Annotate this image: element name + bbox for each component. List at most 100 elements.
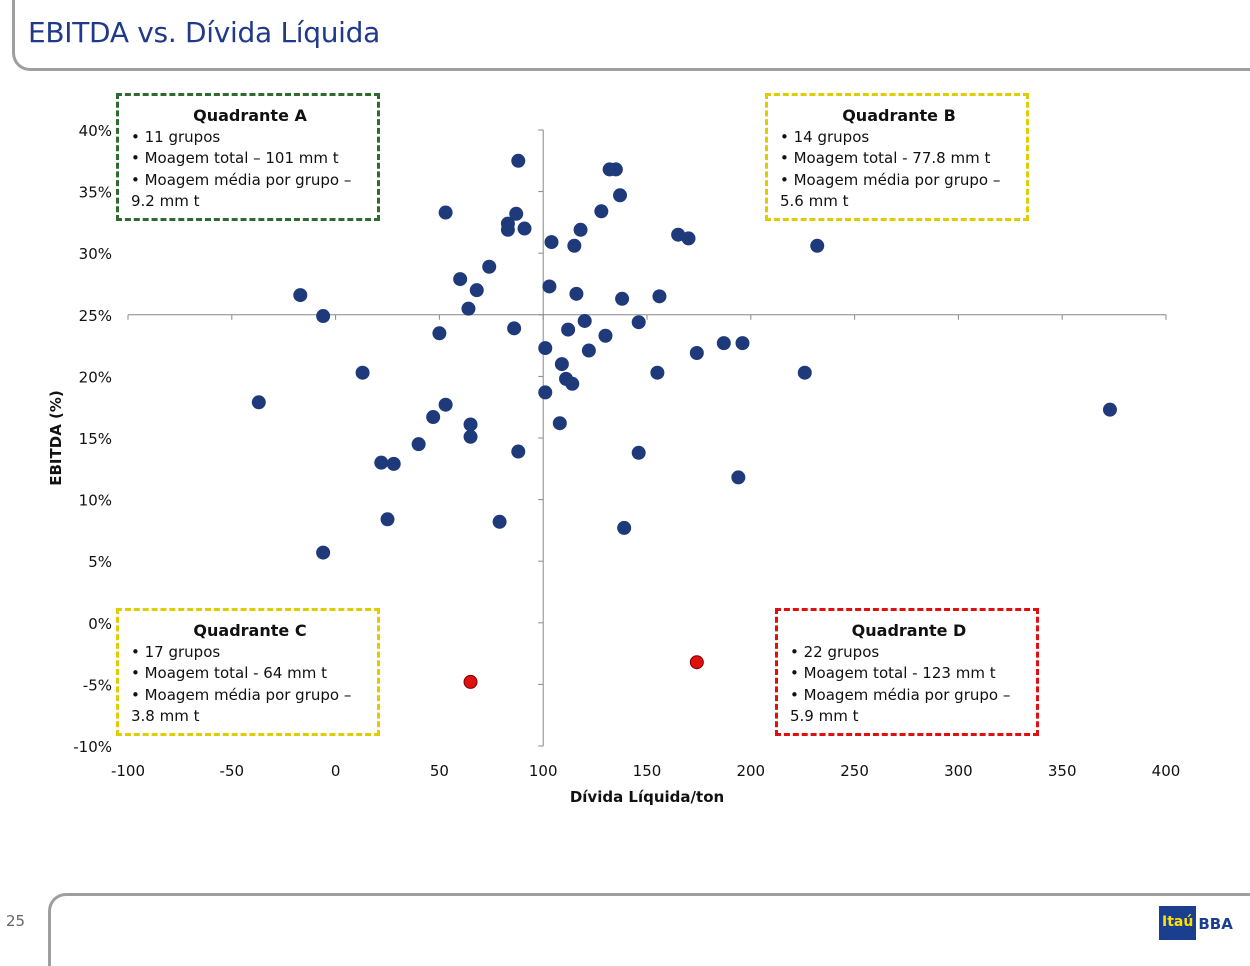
data-point — [569, 286, 584, 301]
data-point — [1102, 402, 1117, 417]
data-point — [411, 437, 426, 452]
data-point — [509, 206, 524, 221]
quadrant-line: • Moagem total – 101 mm t — [131, 149, 339, 167]
data-point — [573, 222, 588, 237]
quadrant-line: • Moagem média por grupo – — [780, 170, 1001, 189]
page-number: 25 — [6, 912, 26, 930]
data-point — [511, 153, 526, 168]
data-point — [438, 205, 453, 220]
data-point — [432, 326, 447, 341]
quadrant-line: • 22 grupos — [790, 642, 880, 661]
quadrant-title: Quadrante D — [851, 621, 967, 640]
y-tick-label: 20% — [79, 368, 112, 386]
data-point — [797, 365, 812, 380]
data-point — [613, 188, 628, 203]
quadrant-line: • Moagem média por grupo – — [790, 685, 1011, 704]
data-point — [567, 238, 582, 253]
data-point — [461, 301, 476, 316]
data-point — [453, 272, 468, 287]
data-point — [386, 456, 401, 471]
data-point — [631, 315, 646, 330]
x-tick-label: 300 — [944, 762, 973, 780]
data-point — [617, 520, 632, 535]
data-point — [652, 289, 667, 304]
data-point — [552, 416, 567, 431]
data-point — [482, 259, 497, 274]
data-point — [469, 283, 484, 298]
data-point — [316, 309, 331, 324]
data-point — [492, 514, 507, 529]
x-axis-label: Dívida Líquida/ton — [570, 788, 724, 806]
y-tick-label: -5% — [83, 676, 112, 694]
data-point — [538, 341, 553, 356]
data-point — [500, 222, 515, 237]
data-point — [565, 376, 580, 391]
quadrant-b-box: Quadrante B • 14 grupos • Moagem total -… — [765, 93, 1029, 221]
x-tick-label: 400 — [1152, 762, 1181, 780]
page-title: EBITDA vs. Dívida Líquida — [28, 16, 380, 49]
y-tick-label: 35% — [79, 184, 112, 202]
data-point — [316, 545, 331, 560]
quadrant-line: • Moagem média por grupo – — [131, 170, 352, 189]
data-point — [608, 162, 623, 177]
x-tick-label: 150 — [633, 762, 662, 780]
data-point — [538, 385, 553, 400]
data-point — [689, 345, 704, 360]
data-point — [650, 365, 665, 380]
data-point — [544, 235, 559, 250]
quadrant-line: • Moagem total - 123 mm t — [790, 664, 996, 682]
quadrant-line: 5.9 mm t — [790, 707, 859, 725]
quadrant-title: Quadrante A — [193, 106, 307, 125]
data-point — [511, 444, 526, 459]
data-point — [631, 445, 646, 460]
x-tick-label: 250 — [840, 762, 869, 780]
y-tick-label: 0% — [88, 615, 112, 633]
data-point — [731, 470, 746, 485]
itau-bba-logo: Itaú BBA — [1159, 906, 1233, 940]
data-point — [463, 429, 478, 444]
data-point — [577, 313, 592, 328]
data-point — [810, 238, 825, 253]
quadrant-line: 3.8 mm t — [131, 707, 200, 725]
data-point — [594, 204, 609, 219]
data-point — [374, 455, 389, 470]
footer-frame — [48, 893, 1250, 966]
quadrant-a-box: Quadrante A • 11 grupos • Moagem total –… — [116, 93, 380, 221]
data-point — [251, 395, 266, 410]
y-tick-label: 30% — [79, 245, 112, 263]
data-point — [735, 336, 750, 351]
quadrant-title: Quadrante C — [193, 621, 307, 640]
y-tick-label: -10% — [73, 738, 112, 756]
title-frame — [12, 0, 1250, 71]
y-tick-label: 10% — [79, 492, 112, 510]
x-tick-label: -50 — [220, 762, 245, 780]
quadrant-line: • 11 grupos — [131, 127, 221, 146]
x-tick-label: -100 — [111, 762, 145, 780]
x-tick-label: 50 — [430, 762, 449, 780]
quadrant-line: 5.6 mm t — [780, 192, 849, 210]
x-tick-label: 100 — [529, 762, 558, 780]
data-point — [615, 291, 630, 306]
quadrant-line: 9.2 mm t — [131, 192, 200, 210]
x-tick-label: 350 — [1048, 762, 1077, 780]
logo-mark: Itaú — [1159, 906, 1197, 940]
y-tick-label: 15% — [79, 430, 112, 448]
y-tick-label: 25% — [79, 307, 112, 325]
data-point — [689, 655, 704, 670]
data-point — [355, 365, 370, 380]
x-tick-label: 0 — [331, 762, 341, 780]
data-point — [438, 397, 453, 412]
y-tick-label: 5% — [88, 553, 112, 571]
quadrant-line: • Moagem média por grupo – — [131, 685, 352, 704]
logo-text: BBA — [1198, 915, 1233, 933]
quadrant-title: Quadrante B — [842, 106, 956, 125]
data-point — [716, 336, 731, 351]
quadrant-d-box: Quadrante D • 22 grupos • Moagem total -… — [775, 608, 1039, 736]
data-point — [507, 321, 522, 336]
data-point — [598, 328, 613, 343]
data-point — [681, 231, 696, 246]
data-point — [581, 343, 596, 358]
data-point — [554, 357, 569, 372]
quadrant-line: • 17 grupos — [131, 642, 221, 661]
